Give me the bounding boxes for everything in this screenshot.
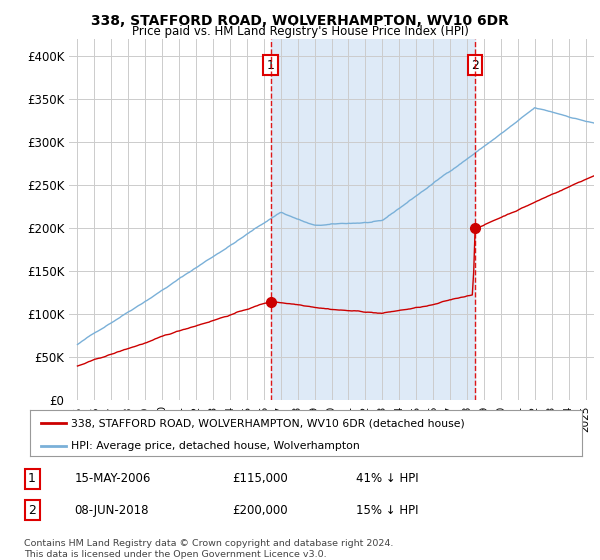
Text: HPI: Average price, detached house, Wolverhampton: HPI: Average price, detached house, Wolv… [71, 441, 360, 451]
Text: 338, STAFFORD ROAD, WOLVERHAMPTON, WV10 6DR: 338, STAFFORD ROAD, WOLVERHAMPTON, WV10 … [91, 14, 509, 28]
Text: Contains HM Land Registry data © Crown copyright and database right 2024.
This d: Contains HM Land Registry data © Crown c… [24, 539, 394, 559]
Text: £200,000: £200,000 [232, 504, 288, 517]
Text: Price paid vs. HM Land Registry's House Price Index (HPI): Price paid vs. HM Land Registry's House … [131, 25, 469, 38]
Text: 1: 1 [28, 473, 36, 486]
Bar [271, 39, 475, 400]
Text: 338, STAFFORD ROAD, WOLVERHAMPTON, WV10 6DR (detached house): 338, STAFFORD ROAD, WOLVERHAMPTON, WV10 … [71, 418, 465, 428]
Text: 2: 2 [470, 58, 479, 72]
Text: £115,000: £115,000 [232, 473, 288, 486]
Text: 41% ↓ HPI: 41% ↓ HPI [356, 473, 419, 486]
Text: 08-JUN-2018: 08-JUN-2018 [74, 504, 149, 517]
Text: 2: 2 [28, 504, 36, 517]
Text: 1: 1 [266, 58, 274, 72]
Text: 15-MAY-2006: 15-MAY-2006 [74, 473, 151, 486]
Text: 15% ↓ HPI: 15% ↓ HPI [356, 504, 419, 517]
